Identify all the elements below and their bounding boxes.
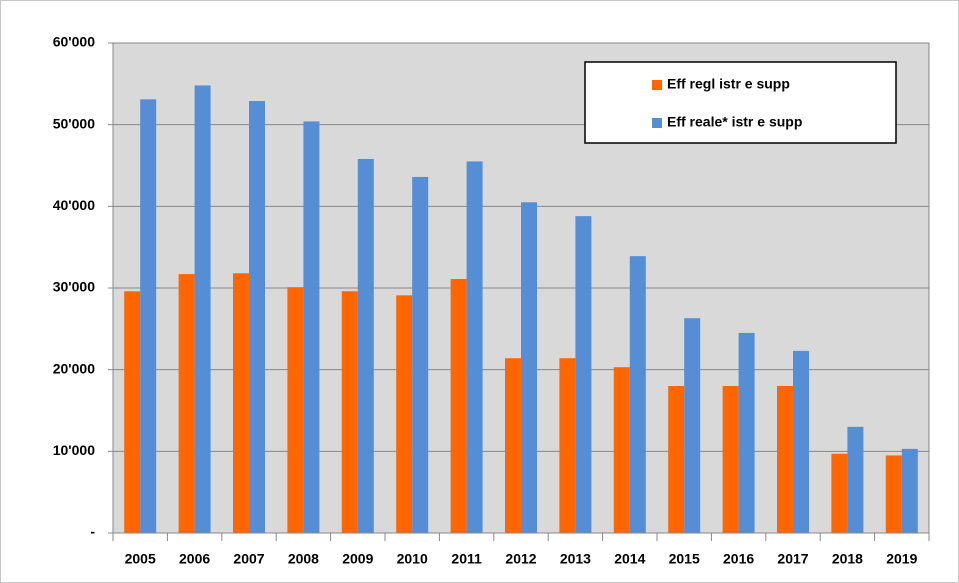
bar: [178, 274, 195, 533]
bar: [233, 273, 249, 533]
bar: [466, 161, 483, 533]
y-tick-label: -: [90, 524, 95, 540]
bar: [249, 100, 265, 533]
x-tick-label: 2015: [669, 551, 700, 567]
y-tick-label: 50'000: [53, 115, 95, 131]
legend-label: Eff regl istr e supp: [667, 76, 790, 92]
bar: [450, 279, 467, 533]
bar: [412, 176, 429, 533]
bar: [668, 386, 685, 533]
bar: [521, 202, 537, 533]
x-tick-label: 2009: [342, 551, 373, 567]
x-tick-label: 2011: [451, 551, 482, 567]
x-tick-label: 2014: [614, 551, 645, 567]
bar: [738, 332, 755, 533]
x-tick-label: 2018: [832, 551, 863, 567]
x-tick-label: 2005: [125, 551, 156, 567]
bar: [885, 455, 902, 533]
y-tick-label: 30'000: [53, 279, 95, 295]
x-tick-label: 2019: [886, 551, 917, 567]
legend-label: Eff reale* istr e supp: [667, 114, 802, 130]
y-tick-label: 60'000: [53, 34, 95, 50]
bar: [140, 99, 157, 533]
bar: [722, 386, 739, 533]
x-tick-label: 2013: [560, 551, 591, 567]
bar: [287, 287, 304, 533]
bar: [575, 216, 592, 533]
bar: [396, 295, 413, 533]
bar: [357, 158, 374, 533]
legend-box: [584, 61, 897, 144]
bar: [613, 367, 630, 533]
legend-swatch: [652, 118, 662, 128]
bar: [341, 291, 358, 533]
x-tick-label: 2006: [179, 551, 210, 567]
x-tick-label: 2007: [233, 551, 264, 567]
bar: [124, 291, 141, 533]
bar: [777, 386, 793, 533]
bar: [303, 121, 320, 534]
bar: [684, 318, 701, 533]
legend-swatch: [652, 80, 662, 90]
x-tick-label: 2008: [288, 551, 319, 567]
bar: [793, 350, 809, 533]
bar: [559, 358, 576, 533]
y-tick-label: 20'000: [53, 360, 95, 376]
bar: [847, 426, 864, 533]
bar: [831, 453, 848, 533]
bar: [629, 256, 646, 533]
x-tick-label: 2010: [397, 551, 428, 567]
x-tick-label: 2017: [777, 551, 808, 567]
y-tick-label: 10'000: [53, 442, 95, 458]
bar: [901, 448, 918, 533]
y-tick-label: 40'000: [53, 197, 95, 213]
x-tick-label: 2012: [505, 551, 536, 567]
bar: [194, 85, 211, 533]
bar: [505, 358, 521, 533]
x-tick-label: 2016: [723, 551, 754, 567]
